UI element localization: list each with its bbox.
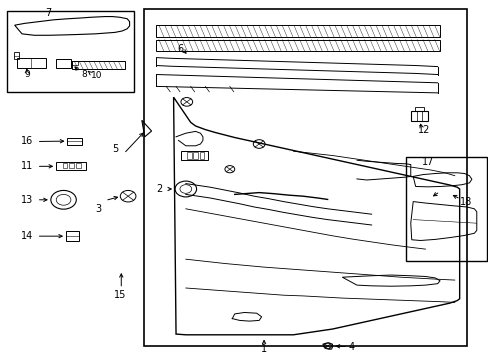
Bar [405,157,486,261]
Bar [56,59,71,68]
Bar [414,107,424,111]
Bar [156,40,439,51]
Text: 5: 5 [112,144,118,154]
Text: 16: 16 [21,136,33,147]
Text: 8: 8 [81,70,87,79]
Bar [181,151,207,160]
Text: 18: 18 [459,197,472,207]
Bar [199,152,204,159]
Bar [67,138,82,145]
Text: 7: 7 [45,8,51,18]
Bar [69,163,74,168]
Bar [144,9,466,346]
Bar [72,61,124,69]
Bar [76,163,81,168]
Text: 14: 14 [21,231,33,241]
Text: 10: 10 [90,72,102,81]
Text: 1: 1 [261,344,266,354]
Text: 12: 12 [417,125,430,135]
Text: 2: 2 [156,184,163,194]
Bar [410,111,427,121]
Text: 6: 6 [177,44,183,54]
Bar [17,58,46,68]
Text: 13: 13 [21,195,33,205]
Bar [156,25,439,37]
Text: 4: 4 [347,342,354,352]
Text: 3: 3 [95,204,102,214]
Bar [56,162,85,170]
Bar [71,61,78,65]
Text: 15: 15 [113,290,126,300]
Bar [62,163,67,168]
Bar [66,231,79,241]
Bar [193,152,198,159]
Bar [186,152,191,159]
Text: 11: 11 [21,161,33,171]
Text: 9: 9 [24,71,30,80]
Bar [7,11,134,92]
Text: 17: 17 [421,157,434,167]
